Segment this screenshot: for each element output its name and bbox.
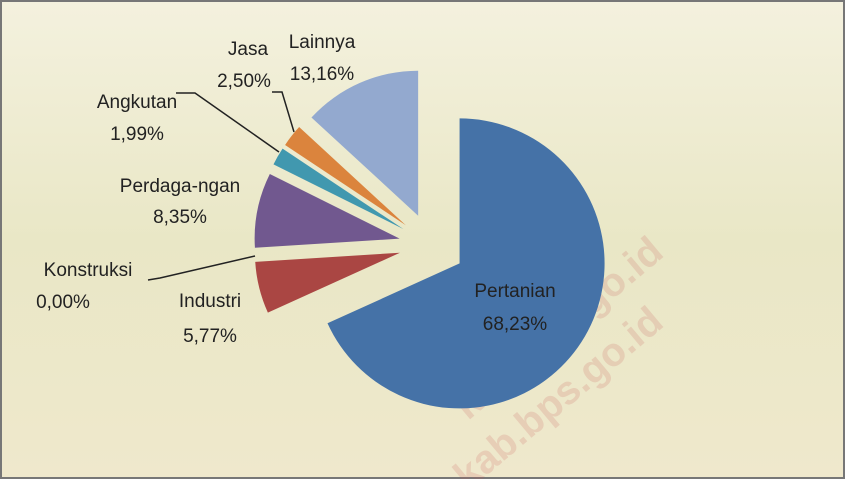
slice-label: Angkutan bbox=[97, 92, 177, 113]
pie-slice bbox=[254, 174, 400, 248]
pie-slice bbox=[327, 118, 605, 409]
leader-lines bbox=[147, 91, 295, 281]
slice-label: Jasa bbox=[228, 39, 269, 60]
slice-value-label: 68,23% bbox=[483, 314, 548, 335]
leader-line bbox=[176, 92, 280, 153]
slice-value-label: 13,16% bbox=[290, 64, 355, 85]
slice-label: Konstruksi bbox=[44, 260, 133, 281]
pie-slice bbox=[273, 148, 404, 229]
slice-value-label: 8,35% bbox=[153, 207, 207, 228]
slice-value-label: 1,99% bbox=[110, 124, 164, 145]
slice-label: Industri bbox=[179, 291, 241, 312]
slice-value-label: 2,50% bbox=[217, 71, 271, 92]
slice-label: Pertanian bbox=[474, 281, 555, 302]
slice-label: Lainnya bbox=[289, 32, 356, 53]
pie-slice bbox=[285, 127, 406, 226]
slice-value-label: 5,77% bbox=[183, 326, 237, 347]
pie-slice bbox=[254, 247, 400, 257]
slice-value-label: 0,00% bbox=[36, 292, 90, 313]
pie-slice bbox=[255, 252, 400, 313]
leader-line bbox=[272, 91, 295, 133]
pie-slice bbox=[311, 70, 419, 216]
slice-label: Perdaga-ngan bbox=[120, 176, 240, 197]
leader-line bbox=[147, 255, 256, 281]
